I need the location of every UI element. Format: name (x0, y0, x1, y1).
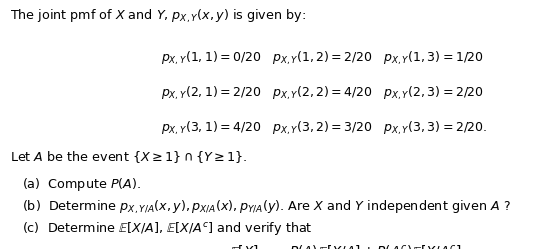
Text: Let $A$ be the event $\{X\geq 1\}\cap\{Y\geq 1\}$.: Let $A$ be the event $\{X\geq 1\}\cap\{Y… (10, 149, 247, 165)
Text: $p_{X,Y}(2,1)=2/20\quad p_{X,Y}(2,2)=4/20\quad p_{X,Y}(2,3)=2/20$: $p_{X,Y}(2,1)=2/20\quad p_{X,Y}(2,2)=4/2… (161, 85, 484, 102)
Text: (a)  Compute $P(A)$.: (a) Compute $P(A)$. (22, 176, 141, 192)
Text: The joint pmf of $X$ and $Y$, $p_{X,Y}(x,y)$ is given by:: The joint pmf of $X$ and $Y$, $p_{X,Y}(x… (10, 7, 306, 25)
Text: $p_{X,Y}(1,1)=0/20\quad p_{X,Y}(1,2)=2/20\quad p_{X,Y}(1,3)=1/20$: $p_{X,Y}(1,1)=0/20\quad p_{X,Y}(1,2)=2/2… (161, 50, 484, 67)
Text: (c)  Determine $\mathbb{E}[X/A]$, $\mathbb{E}[X/A^c]$ and verify that: (c) Determine $\mathbb{E}[X/A]$, $\mathb… (22, 220, 312, 237)
Text: $p_{X,Y}(3,1)=4/20\quad p_{X,Y}(3,2)=3/20\quad p_{X,Y}(3,3)=2/20.$: $p_{X,Y}(3,1)=4/20\quad p_{X,Y}(3,2)=3/2… (161, 120, 487, 137)
Text: $\mathbb{E}[X]\;\; = \;\; P(A)\mathbb{E}[X/A]+P(A^c)\mathbb{E}[X/A^c].$: $\mathbb{E}[X]\;\; = \;\; P(A)\mathbb{E}… (229, 244, 465, 249)
Text: (b)  Determine $p_{X,Y/A}(x,y), p_{X/A}(x), p_{Y/A}(y)$. Are $X$ and $Y$ indepen: (b) Determine $p_{X,Y/A}(x,y), p_{X/A}(x… (22, 198, 510, 215)
